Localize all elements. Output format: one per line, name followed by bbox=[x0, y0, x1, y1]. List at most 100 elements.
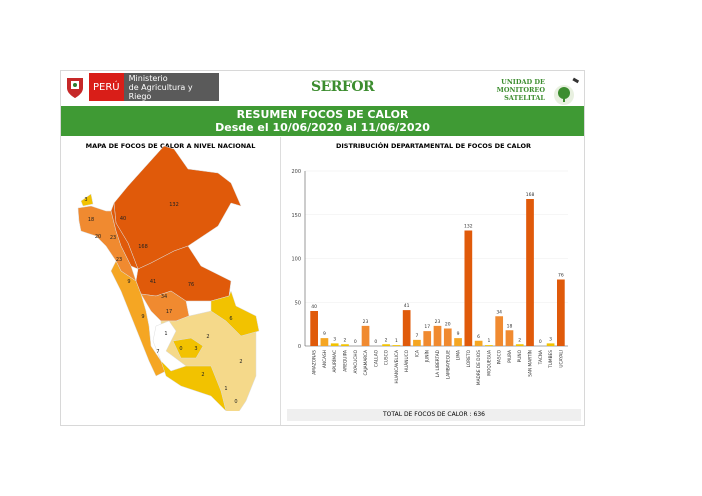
bar bbox=[454, 338, 462, 346]
unit-line2: MONITOREO bbox=[496, 86, 545, 94]
x-tick-label: CUSCO bbox=[384, 349, 390, 365]
x-tick-label: HUANCAVELICA bbox=[394, 350, 400, 384]
bar bbox=[433, 325, 442, 346]
map-region-count: 23 bbox=[110, 235, 116, 241]
x-tick-label: AMAZONAS bbox=[312, 350, 318, 375]
bar-value-label: 3 bbox=[333, 336, 336, 342]
x-tick-label: ANCASH bbox=[322, 350, 328, 368]
bar bbox=[515, 344, 524, 346]
date-range: Desde el 10/06/2020 al 11/06/2020 bbox=[215, 121, 430, 134]
bar bbox=[526, 199, 534, 346]
bar bbox=[474, 340, 483, 346]
bar-value-label: 20 bbox=[445, 322, 451, 328]
country-label: PERÚ bbox=[89, 73, 124, 101]
bar-value-label: 9 bbox=[457, 331, 460, 337]
title-banner: RESUMEN FOCOS DE CALOR Desde el 10/06/20… bbox=[61, 106, 584, 136]
map-region-count: 0 bbox=[234, 399, 237, 405]
bar bbox=[382, 344, 390, 346]
bar bbox=[341, 344, 349, 346]
bar-value-label: 168 bbox=[526, 192, 535, 198]
chart-title: DISTRIBUCIÓN DEPARTAMENTAL DE FOCOS DE C… bbox=[335, 142, 532, 150]
ministry-line1: Ministerio bbox=[128, 73, 168, 83]
bar bbox=[402, 310, 411, 346]
satellite-tree-icon bbox=[551, 77, 581, 111]
bar bbox=[392, 345, 401, 346]
chart-panel: DISTRIBUCIÓN DEPARTAMENTAL DE FOCOS DE C… bbox=[283, 137, 584, 425]
y-tick-label: 200 bbox=[291, 169, 301, 175]
bar-value-label: 76 bbox=[558, 273, 564, 279]
bar-value-label: 0 bbox=[354, 339, 357, 345]
ministry-line2: de Agricultura y Riego bbox=[128, 82, 193, 101]
bar bbox=[495, 316, 504, 346]
unit-name: UNIDAD DE MONITOREO SATELITAL bbox=[491, 78, 545, 102]
bar-value-label: 41 bbox=[404, 303, 410, 309]
y-tick-label: 0 bbox=[298, 344, 301, 350]
x-tick-label: CAJAMARCA bbox=[363, 350, 369, 375]
region-apurimac bbox=[172, 337, 204, 359]
x-tick-label: MOQUEGUA bbox=[486, 350, 492, 376]
bar-value-label: 1 bbox=[487, 338, 490, 344]
bar-value-label: 34 bbox=[496, 309, 502, 315]
map-region-count: 9 bbox=[127, 279, 130, 285]
bar bbox=[443, 328, 452, 346]
map-region-count: 0 bbox=[179, 346, 182, 352]
serfor-logo: SERFOR bbox=[311, 79, 375, 95]
x-tick-label: ICA bbox=[414, 350, 420, 357]
bar bbox=[546, 343, 555, 346]
map-region-count: 132 bbox=[169, 202, 179, 208]
bar bbox=[330, 343, 339, 346]
bar bbox=[505, 330, 514, 346]
x-tick-label: MADRE DE DIOS bbox=[476, 350, 482, 385]
map-region-count: 168 bbox=[138, 244, 148, 250]
map-region-count: 34 bbox=[161, 294, 167, 300]
bar-value-label: 23 bbox=[435, 319, 441, 325]
bar-value-label: 2 bbox=[518, 337, 521, 343]
x-tick-label: TUMBES bbox=[548, 350, 554, 369]
bar-value-label: 23 bbox=[363, 319, 369, 325]
map-region-count: 18 bbox=[88, 217, 94, 223]
x-tick-label: TACNA bbox=[538, 350, 544, 365]
ministry-name: Ministerio de Agricultura y Riego bbox=[123, 73, 219, 101]
x-tick-label: PASCO bbox=[497, 349, 503, 364]
bar-value-label: 9 bbox=[323, 331, 326, 337]
x-tick-label: LORETO bbox=[466, 349, 472, 367]
x-tick-label: AYACUCHO bbox=[353, 349, 359, 373]
x-tick-label: LAMBAYEQUE bbox=[445, 350, 451, 380]
header: PERÚ Ministerio de Agricultura y Riego S… bbox=[61, 71, 584, 105]
bar bbox=[413, 339, 421, 346]
map-region-count: 17 bbox=[166, 309, 172, 315]
bar-value-label: 2 bbox=[344, 337, 347, 343]
bar-value-label: 2 bbox=[385, 337, 388, 343]
map-region-count: 41 bbox=[150, 279, 156, 285]
map-region-count: 1 bbox=[164, 331, 167, 337]
map-region-count: 2 bbox=[239, 359, 242, 365]
bar bbox=[361, 325, 370, 346]
unit-line1: UNIDAD DE bbox=[501, 78, 545, 86]
bar bbox=[423, 331, 432, 346]
map-region-count: 2 bbox=[206, 334, 209, 340]
bar-value-label: 1 bbox=[395, 338, 398, 344]
map-region-count: 2 bbox=[201, 372, 204, 378]
x-tick-label: CALLAO bbox=[373, 349, 379, 367]
map-panel: MAPA DE FOCOS DE CALOR A NIVEL NACIONAL … bbox=[61, 137, 281, 425]
map-region-count: 3 bbox=[194, 346, 197, 352]
x-tick-label: APURÍMAC bbox=[331, 350, 338, 373]
bar-value-label: 40 bbox=[311, 304, 317, 310]
x-tick-label: UCAYALI bbox=[558, 350, 564, 368]
report: PERÚ Ministerio de Agricultura y Riego S… bbox=[60, 70, 585, 426]
y-tick-label: 150 bbox=[291, 213, 301, 219]
bar-value-label: 3 bbox=[549, 336, 552, 342]
unit-line3: SATELITAL bbox=[504, 94, 545, 102]
x-tick-label: LIMA bbox=[456, 350, 462, 360]
y-tick-label: 100 bbox=[291, 257, 301, 263]
map-region-count: 3 bbox=[84, 197, 87, 203]
region-tumbes bbox=[80, 193, 94, 207]
bar bbox=[310, 311, 318, 346]
x-tick-label: JUNÍN bbox=[424, 350, 431, 363]
x-tick-label: LA LIBERTAD bbox=[435, 349, 441, 377]
bar bbox=[557, 279, 565, 346]
bar bbox=[485, 345, 493, 346]
x-tick-label: SAN MARTÍN bbox=[527, 350, 534, 377]
bar-value-label: 18 bbox=[507, 323, 513, 329]
